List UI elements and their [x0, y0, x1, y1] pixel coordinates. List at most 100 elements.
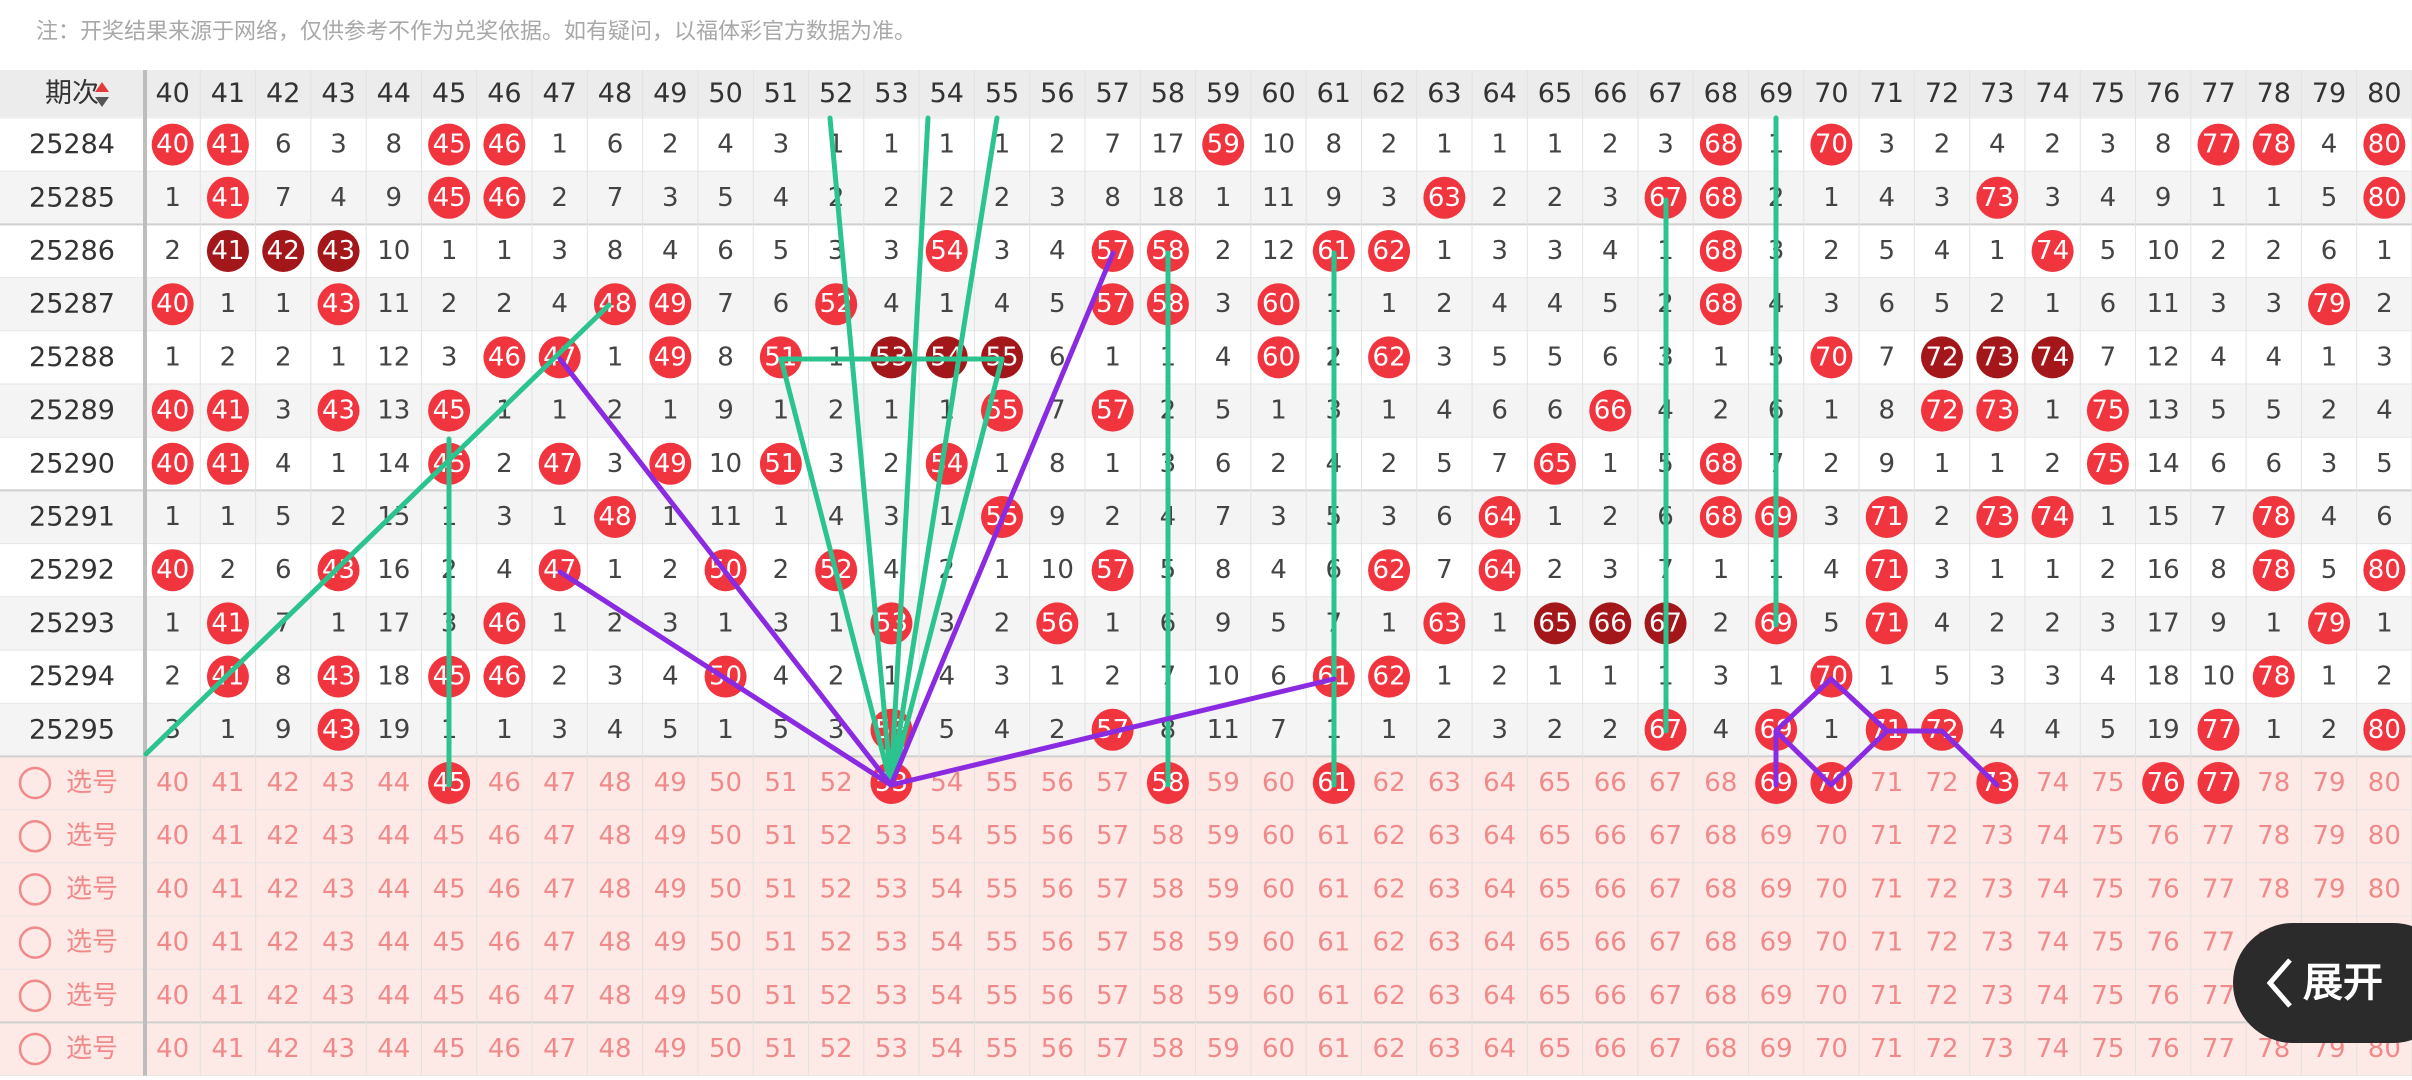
pick-number[interactable]: 49 — [654, 874, 687, 904]
pick-number[interactable]: 50 — [709, 1034, 742, 1064]
pick-number[interactable]: 69 — [1760, 1034, 1793, 1064]
pick-number[interactable]: 67 — [1649, 1034, 1682, 1064]
pick-number[interactable]: 80 — [2368, 874, 2401, 904]
pick-number[interactable]: 68 — [1704, 874, 1737, 904]
selected-ball[interactable] — [2142, 762, 2185, 804]
pick-number[interactable]: 41 — [211, 928, 244, 958]
pick-number[interactable]: 69 — [1760, 981, 1793, 1011]
pick-number[interactable]: 71 — [1870, 1034, 1903, 1064]
pick-number[interactable]: 49 — [654, 1034, 687, 1064]
pick-number[interactable]: 71 — [1870, 874, 1903, 904]
pick-number[interactable]: 44 — [377, 928, 410, 958]
pick-number[interactable]: 50 — [709, 768, 742, 798]
pick-number[interactable]: 71 — [1870, 981, 1903, 1011]
selected-number[interactable]: 77 — [2202, 768, 2235, 798]
pick-number[interactable]: 42 — [267, 981, 300, 1011]
pick-number[interactable]: 75 — [2091, 1034, 2124, 1064]
pick-number[interactable]: 72 — [1925, 874, 1958, 904]
pick-number[interactable]: 77 — [2202, 981, 2235, 1011]
pick-number[interactable]: 65 — [1538, 874, 1571, 904]
pick-number[interactable]: 67 — [1649, 928, 1682, 958]
pick-number[interactable]: 65 — [1538, 981, 1571, 1011]
pick-number[interactable]: 58 — [1151, 981, 1184, 1011]
pick-number[interactable]: 75 — [2091, 821, 2124, 851]
pick-number[interactable]: 46 — [488, 874, 521, 904]
pick-number[interactable]: 68 — [1704, 928, 1737, 958]
pick-number[interactable]: 63 — [1428, 768, 1461, 798]
pick-number[interactable]: 68 — [1704, 981, 1737, 1011]
pick-number[interactable]: 60 — [1262, 874, 1295, 904]
pick-number[interactable]: 59 — [1207, 981, 1240, 1011]
pick-number[interactable]: 57 — [1096, 1034, 1129, 1064]
pick-number[interactable]: 66 — [1594, 874, 1627, 904]
pick-number[interactable]: 72 — [1925, 928, 1958, 958]
pick-number[interactable]: 59 — [1207, 821, 1240, 851]
pick-number[interactable]: 73 — [1981, 981, 2014, 1011]
pick-number[interactable]: 65 — [1538, 768, 1571, 798]
pick-number[interactable]: 40 — [156, 1034, 189, 1064]
pick-number[interactable]: 65 — [1538, 928, 1571, 958]
pick-number[interactable]: 68 — [1704, 768, 1737, 798]
pick-number[interactable]: 56 — [1041, 981, 1074, 1011]
pick-number[interactable]: 75 — [2091, 874, 2124, 904]
pick-number[interactable]: 51 — [764, 1034, 797, 1064]
pick-number[interactable]: 66 — [1594, 1034, 1627, 1064]
pick-number[interactable]: 55 — [985, 768, 1018, 798]
pick-number[interactable]: 73 — [1981, 1034, 2014, 1064]
pick-number[interactable]: 79 — [2313, 768, 2346, 798]
pick-number[interactable]: 40 — [156, 928, 189, 958]
pick-number[interactable]: 61 — [1317, 981, 1350, 1011]
expand-label[interactable]: 展开 — [2303, 960, 2383, 1006]
pick-number[interactable]: 42 — [267, 874, 300, 904]
pick-number[interactable]: 41 — [211, 981, 244, 1011]
pick-number[interactable]: 40 — [156, 981, 189, 1011]
pick-number[interactable]: 54 — [930, 821, 963, 851]
pick-number[interactable]: 57 — [1096, 821, 1129, 851]
pick-number[interactable]: 64 — [1483, 1034, 1516, 1064]
pick-number[interactable]: 44 — [377, 768, 410, 798]
pick-number[interactable]: 73 — [1981, 821, 2014, 851]
pick-number[interactable]: 45 — [433, 821, 466, 851]
pick-number[interactable]: 64 — [1483, 821, 1516, 851]
pick-number[interactable]: 44 — [377, 1034, 410, 1064]
pick-number[interactable]: 58 — [1151, 928, 1184, 958]
pick-number[interactable]: 72 — [1925, 981, 1958, 1011]
pick-number[interactable]: 80 — [2368, 768, 2401, 798]
pick-number[interactable]: 40 — [156, 874, 189, 904]
pick-number[interactable]: 43 — [322, 874, 355, 904]
pick-number[interactable]: 73 — [1981, 874, 2014, 904]
pick-number[interactable]: 62 — [1373, 874, 1406, 904]
pick-number[interactable]: 54 — [930, 874, 963, 904]
pick-number[interactable]: 52 — [820, 1034, 853, 1064]
pick-number[interactable]: 43 — [322, 821, 355, 851]
pick-number[interactable]: 54 — [930, 981, 963, 1011]
pick-number[interactable]: 61 — [1317, 821, 1350, 851]
pick-number[interactable]: 69 — [1760, 928, 1793, 958]
pick-number[interactable]: 40 — [156, 821, 189, 851]
pick-number[interactable]: 48 — [598, 768, 631, 798]
pick-number[interactable]: 41 — [211, 821, 244, 851]
pick-number[interactable]: 76 — [2147, 1034, 2180, 1064]
pick-number[interactable]: 53 — [875, 981, 908, 1011]
pick-number[interactable]: 66 — [1594, 768, 1627, 798]
pick-number[interactable]: 60 — [1262, 821, 1295, 851]
pick-number[interactable]: 56 — [1041, 1034, 1074, 1064]
pick-number[interactable]: 41 — [211, 768, 244, 798]
pick-number[interactable]: 47 — [543, 981, 576, 1011]
pick-number[interactable]: 67 — [1649, 821, 1682, 851]
pick-number[interactable]: 63 — [1428, 821, 1461, 851]
pick-number[interactable]: 48 — [598, 821, 631, 851]
pick-number[interactable]: 58 — [1151, 874, 1184, 904]
pick-number[interactable]: 63 — [1428, 928, 1461, 958]
pick-number[interactable]: 72 — [1925, 821, 1958, 851]
pick-number[interactable]: 71 — [1870, 928, 1903, 958]
pick-number[interactable]: 53 — [875, 1034, 908, 1064]
pick-number[interactable]: 76 — [2147, 874, 2180, 904]
pick-number[interactable]: 67 — [1649, 981, 1682, 1011]
pick-number[interactable]: 67 — [1649, 768, 1682, 798]
pick-number[interactable]: 55 — [985, 821, 1018, 851]
pick-number[interactable]: 59 — [1207, 928, 1240, 958]
pick-number[interactable]: 42 — [267, 928, 300, 958]
selected-number[interactable]: 76 — [2147, 768, 2180, 798]
pick-number[interactable]: 62 — [1373, 768, 1406, 798]
